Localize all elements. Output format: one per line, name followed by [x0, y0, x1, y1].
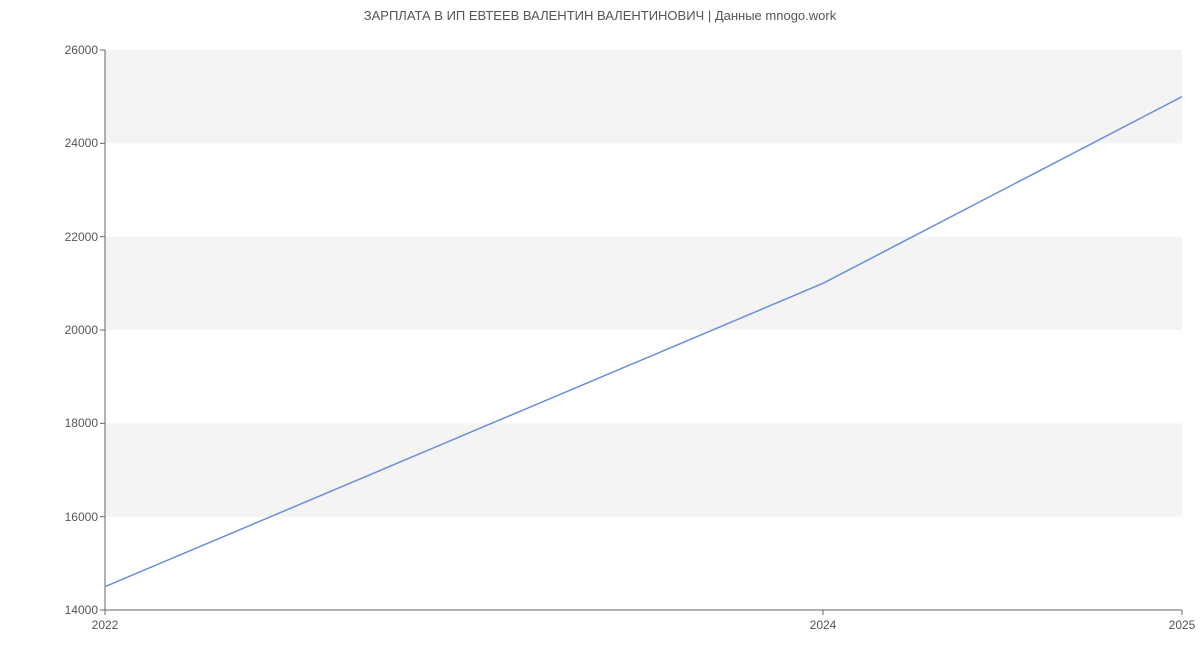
- y-tick-label: 14000: [65, 603, 98, 617]
- plot-area: [105, 50, 1182, 610]
- y-tick-label: 26000: [65, 43, 98, 57]
- chart-svg: [105, 50, 1182, 610]
- x-tick-label: 2025: [1169, 618, 1196, 632]
- x-tick-label: 2022: [92, 618, 119, 632]
- y-tick-label: 16000: [65, 510, 98, 524]
- y-tick-label: 22000: [65, 230, 98, 244]
- chart-container: ЗАРПЛАТА В ИП ЕВТЕЕВ ВАЛЕНТИН ВАЛЕНТИНОВ…: [0, 0, 1200, 650]
- y-tick-label: 20000: [65, 323, 98, 337]
- x-tick-label: 2024: [810, 618, 837, 632]
- chart-title: ЗАРПЛАТА В ИП ЕВТЕЕВ ВАЛЕНТИН ВАЛЕНТИНОВ…: [0, 8, 1200, 23]
- y-tick-label: 24000: [65, 136, 98, 150]
- y-tick-label: 18000: [65, 416, 98, 430]
